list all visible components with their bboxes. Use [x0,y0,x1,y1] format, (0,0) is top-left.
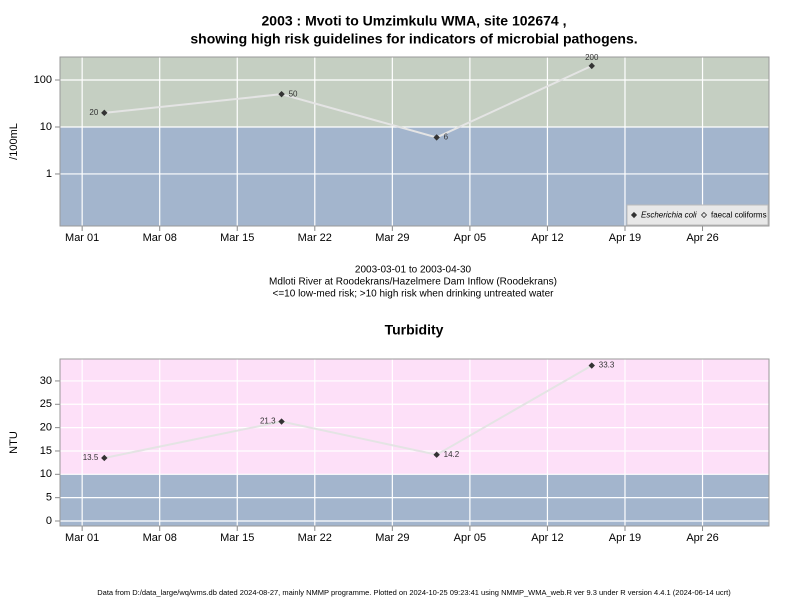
x-tick-label: Mar 15 [220,532,254,544]
chart-title: Turbidity [385,322,444,338]
caption: <=10 low-med risk; >10 high risk when dr… [273,289,555,300]
data-point [433,134,440,141]
x-tick-label: Mar 29 [375,232,409,244]
x-tick-label: Mar 15 [220,232,254,244]
y-tick-label: 100 [34,74,52,86]
x-tick-label: Mar 22 [298,232,332,244]
value-label: 20 [89,108,98,117]
value-label: 200 [585,53,599,62]
y-tick-label: 30 [40,375,52,387]
legend-box [626,204,769,226]
y-axis-label: NTU [8,431,20,454]
data-line [104,64,593,139]
legend-marker [700,211,708,219]
value-label: 14.2 [444,450,460,459]
data-point [433,451,440,458]
x-tick-label: Apr 12 [531,532,563,544]
plot-frame [59,56,770,227]
x-tick-label: Mar 01 [65,232,99,244]
band-above [60,359,769,475]
x-tick-label: Apr 26 [686,532,718,544]
data-point [101,454,108,462]
legend-label: Escherichia coli [641,211,697,220]
x-tick-label: Mar 29 [375,532,409,544]
band-above [60,57,769,127]
x-tick-label: Mar 01 [65,532,99,544]
legend-marker [630,211,638,219]
y-tick-label: 5 [46,492,52,504]
y-tick-label: 10 [40,121,52,133]
data-point [101,109,108,117]
x-tick-label: Mar 08 [143,532,177,544]
y-tick-label: 20 [40,422,52,434]
footer: Data from D:/data_large/wq/wms.db dated … [97,588,731,597]
y-tick-label: 0 [46,515,52,527]
data-point [588,62,595,70]
caption: Mdloti River at Roodekrans/Hazelmere Dam… [269,277,557,288]
x-tick-label: Apr 26 [686,232,718,244]
data-line [104,364,593,459]
value-label: 33.3 [599,361,615,370]
x-tick-label: Apr 05 [454,232,486,244]
caption: 2003-03-01 to 2003-04-30 [355,265,472,276]
data-point [588,362,595,369]
y-tick-label: 15 [40,445,52,457]
value-label: 50 [289,89,298,98]
plot-frame [59,358,770,527]
chart-title: 2003 : Mvoti to Umzimkulu WMA, site 1026… [262,13,567,29]
data-point [278,418,285,425]
value-label: 13.5 [83,453,99,462]
x-tick-label: Apr 12 [531,232,563,244]
legend-label: faecal coliforms [711,211,767,220]
x-tick-label: Apr 05 [454,532,486,544]
legend: Escherichia coli faecal coliforms [626,204,769,226]
x-tick-label: Mar 08 [143,232,177,244]
y-tick-label: 1 [46,168,52,180]
data-point [278,90,285,98]
chart-title: showing high risk guidelines for indicat… [190,31,637,47]
band-below [60,474,769,526]
x-tick-label: Apr 19 [609,532,641,544]
value-label: 21.3 [260,417,276,426]
x-tick-label: Apr 19 [609,232,641,244]
y-axis-label: /100mL [8,123,20,160]
value-label: 6 [444,133,449,142]
x-tick-label: Mar 22 [298,532,332,544]
y-tick-label: 10 [40,468,52,480]
y-tick-label: 25 [40,398,52,410]
